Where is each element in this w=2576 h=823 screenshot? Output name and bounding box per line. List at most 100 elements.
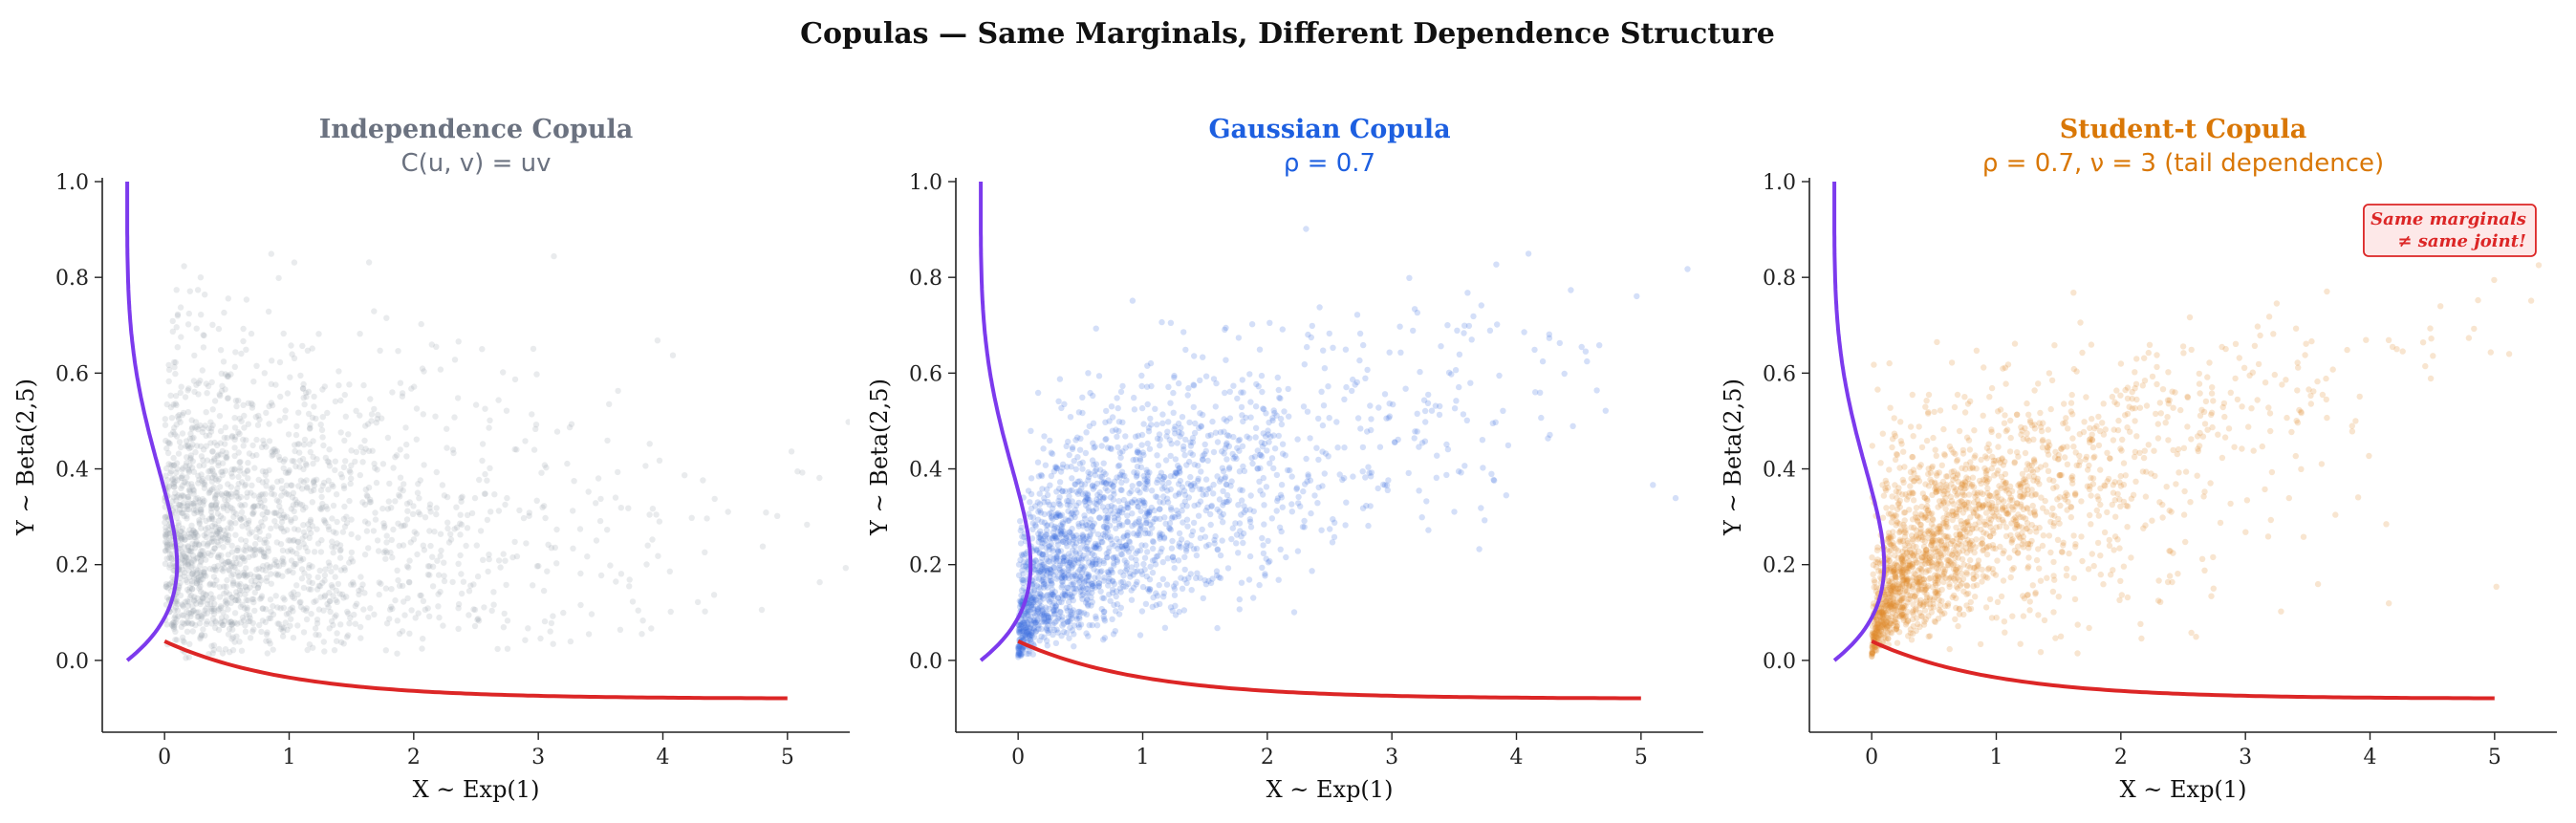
scatter-point (337, 567, 344, 574)
scatter-point (1091, 579, 1097, 587)
scatter-point (171, 615, 178, 621)
scatter-point (1951, 559, 1958, 567)
scatter-point (1017, 556, 1024, 564)
scatter-point (399, 628, 406, 635)
scatter-point (173, 469, 180, 476)
scatter-point (1068, 531, 1074, 537)
scatter-point (178, 485, 184, 491)
scatter-point (176, 439, 184, 445)
scatter-point (200, 540, 206, 547)
scatter-point (395, 348, 401, 355)
scatter-point (208, 458, 215, 466)
scatter-point (2109, 393, 2116, 401)
scatter-point (1145, 511, 1153, 518)
scatter-point (1954, 551, 1960, 557)
scatter-point (455, 625, 462, 632)
scatter-point (325, 526, 333, 533)
scatter-point (2202, 398, 2210, 405)
scatter-point (1098, 473, 1106, 481)
scatter-point (1050, 532, 1057, 540)
scatter-point (184, 506, 191, 513)
scatter-point (487, 417, 493, 423)
scatter-point (1561, 370, 1568, 378)
scatter-point (1101, 479, 1108, 486)
scatter-point (1147, 531, 1154, 537)
scatter-point (281, 596, 288, 603)
scatter-point (166, 554, 173, 561)
scatter-point (286, 466, 292, 474)
scatter-point (275, 571, 282, 577)
scatter-point (1137, 523, 1144, 530)
scatter-point (1066, 604, 1073, 611)
scatter-point (1232, 453, 1239, 460)
scatter-point (1087, 531, 1094, 538)
scatter-point (288, 557, 295, 564)
scatter-point (1882, 610, 1890, 617)
scatter-point (194, 614, 201, 620)
scatter-point (1869, 650, 1876, 657)
scatter-point (1222, 326, 1228, 334)
scatter-point (1038, 577, 1046, 584)
scatter-point (2080, 428, 2088, 436)
scatter-point (1890, 436, 1896, 443)
scatter-point (1885, 614, 1892, 621)
scatter-point (428, 341, 435, 348)
scatter-point (1147, 563, 1154, 570)
scatter-point (1218, 476, 1224, 483)
scatter-point (1112, 478, 1118, 485)
scatter-point (1025, 600, 1032, 608)
scatter-point (188, 530, 195, 536)
scatter-point (1094, 542, 1102, 550)
scatter-point (293, 550, 300, 557)
scatter-point (1074, 434, 1081, 441)
scatter-point (188, 609, 195, 616)
scatter-point (1199, 486, 1205, 493)
scatter-point (234, 596, 241, 603)
scatter-point (1015, 561, 1023, 568)
scatter-point (1197, 486, 1203, 492)
scatter-point (1939, 545, 1946, 552)
scatter-point (2324, 288, 2330, 295)
scatter-point (386, 480, 393, 487)
scatter-point (233, 592, 240, 599)
scatter-point (1079, 523, 1087, 530)
scatter-point (567, 638, 574, 645)
scatter-point (1141, 566, 1148, 574)
scatter-point (208, 642, 215, 649)
scatter-point (1047, 617, 1053, 625)
scatter-point (1210, 448, 1218, 456)
scatter-point (1048, 449, 1055, 456)
scatter-point (201, 552, 208, 558)
scatter-point (513, 552, 521, 560)
scatter-point (1100, 469, 1107, 476)
scatter-point (396, 491, 402, 499)
scatter-point (1089, 523, 1096, 530)
scatter-point (1117, 487, 1124, 493)
scatter-point (1089, 457, 1096, 464)
scatter-point (330, 502, 337, 509)
scatter-point (1913, 574, 1920, 581)
scatter-point (1072, 437, 1079, 444)
scatter-point (1059, 572, 1066, 579)
scatter-point (1021, 632, 1028, 639)
scatter-point (1118, 552, 1126, 558)
scatter-point (268, 571, 274, 577)
scatter-point (385, 498, 392, 505)
scatter-point (1127, 574, 1134, 580)
scatter-point (1072, 573, 1078, 579)
scatter-point (2356, 393, 2363, 401)
scatter-point (174, 607, 182, 614)
scatter-point (271, 448, 279, 455)
scatter-point (179, 411, 185, 419)
scatter-point (1169, 553, 1177, 560)
scatter-point (1063, 592, 1070, 599)
scatter-point (1885, 615, 1893, 621)
scatter-point (1870, 571, 1876, 577)
scatter-point (711, 495, 718, 503)
scatter-point (223, 454, 229, 461)
scatter-point (285, 468, 292, 476)
scatter-point (384, 506, 392, 512)
scatter-point (1076, 615, 1083, 622)
scatter-point (1044, 617, 1051, 624)
scatter-point (1134, 469, 1140, 476)
